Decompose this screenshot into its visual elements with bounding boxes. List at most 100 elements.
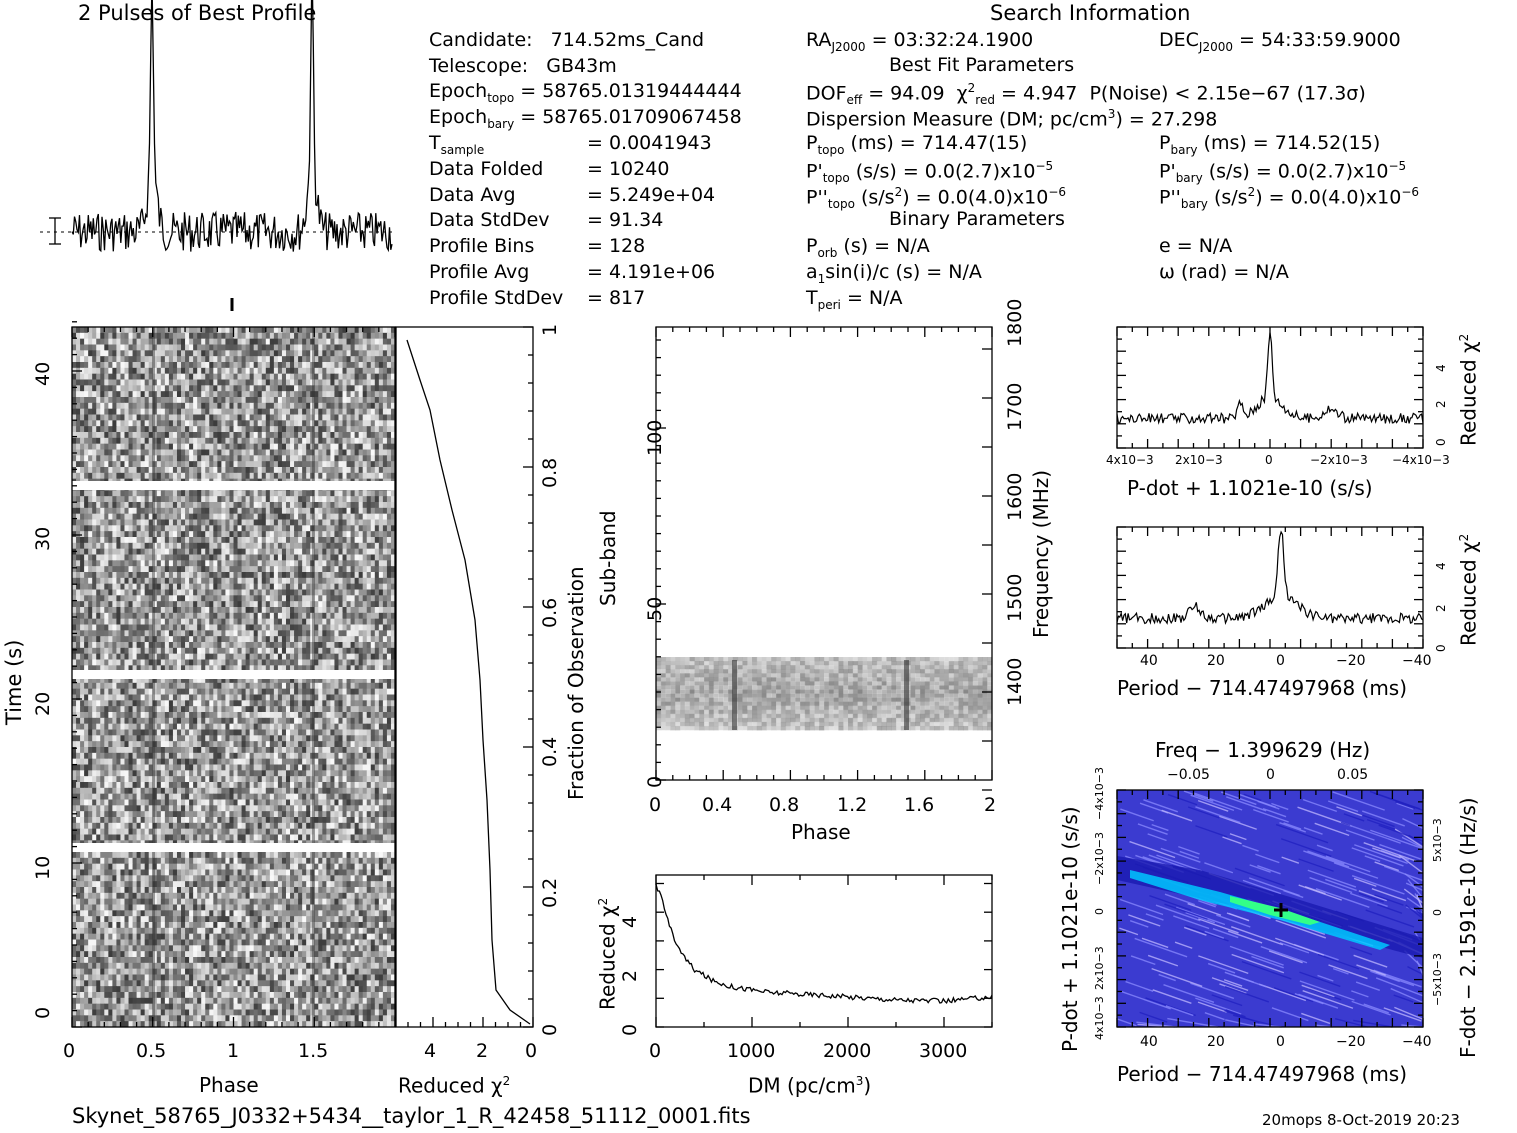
pixel xyxy=(136,531,142,538)
pixel xyxy=(233,642,239,649)
pixel xyxy=(92,502,97,509)
pixel xyxy=(108,537,113,544)
pixel xyxy=(265,344,271,351)
pixel xyxy=(322,513,327,520)
pixel xyxy=(298,367,303,375)
pixel xyxy=(302,496,307,503)
pixel xyxy=(112,507,117,515)
pixel xyxy=(84,420,89,427)
pixel xyxy=(346,461,352,468)
pixel xyxy=(225,467,230,474)
pixel xyxy=(334,373,339,380)
pixel xyxy=(322,507,327,515)
pixel xyxy=(80,397,85,404)
pixel xyxy=(176,537,182,544)
pixel xyxy=(269,636,275,643)
pixel xyxy=(136,449,142,456)
pixel xyxy=(338,350,344,357)
pixel xyxy=(136,338,142,345)
pixel xyxy=(181,659,186,666)
pixel xyxy=(100,682,105,690)
pixel xyxy=(229,682,234,690)
pixel xyxy=(229,577,234,585)
pixel xyxy=(104,356,109,363)
pixel xyxy=(132,636,138,643)
pixel xyxy=(104,426,109,433)
pixel xyxy=(205,542,210,550)
pixel xyxy=(306,356,311,363)
pixel xyxy=(217,467,222,474)
pixel xyxy=(201,350,206,357)
pixel xyxy=(241,420,247,427)
pixel xyxy=(80,502,85,509)
pixel xyxy=(172,537,178,544)
pixel xyxy=(382,437,388,445)
pixel xyxy=(108,519,113,526)
pixel xyxy=(338,467,344,474)
pixel xyxy=(225,379,230,386)
pixel xyxy=(168,542,174,550)
pixel xyxy=(205,525,210,532)
pixel xyxy=(128,502,134,509)
pixel xyxy=(92,426,97,433)
pixel xyxy=(72,577,77,585)
pixel xyxy=(80,432,85,439)
pixel xyxy=(148,362,154,369)
pixel xyxy=(148,624,154,631)
pixel xyxy=(314,426,319,433)
pixel xyxy=(229,467,234,474)
pixel xyxy=(241,338,247,345)
pixel xyxy=(378,449,384,456)
pixel xyxy=(176,437,182,445)
pixel xyxy=(237,507,243,515)
pixel xyxy=(112,531,117,538)
pixel xyxy=(302,449,307,456)
pixel xyxy=(285,665,291,672)
pixel xyxy=(148,391,154,398)
pixel xyxy=(185,647,190,655)
pixel xyxy=(273,531,279,538)
pixel xyxy=(156,472,162,480)
pixel xyxy=(168,408,174,415)
pixel xyxy=(112,653,117,660)
pixel xyxy=(285,577,291,585)
pixel xyxy=(164,612,170,620)
pixel xyxy=(318,327,323,334)
pixel xyxy=(84,601,89,608)
pixel xyxy=(374,647,380,655)
pixel xyxy=(221,653,226,660)
pixel xyxy=(233,373,239,380)
pixel xyxy=(354,653,360,660)
pixel xyxy=(366,560,372,567)
pixel xyxy=(104,513,109,520)
pixel xyxy=(176,630,182,637)
pixel xyxy=(201,682,206,690)
pixel xyxy=(249,525,255,532)
pixel xyxy=(382,665,388,672)
pixel xyxy=(201,414,206,421)
pixel xyxy=(140,589,146,596)
pixel xyxy=(217,653,222,660)
pixel xyxy=(281,402,287,410)
pixel xyxy=(213,455,218,462)
pixel xyxy=(265,490,271,497)
pixel xyxy=(285,659,291,666)
pixel xyxy=(189,338,194,345)
pixel xyxy=(338,677,344,684)
pixel xyxy=(269,420,275,427)
pixel xyxy=(116,402,121,410)
pixel xyxy=(181,548,186,555)
pixel xyxy=(120,385,125,392)
pixel xyxy=(318,507,323,515)
pixel xyxy=(92,647,97,655)
pixel xyxy=(257,437,263,445)
pixel xyxy=(374,531,380,538)
pixel xyxy=(112,677,117,684)
pixel xyxy=(241,577,247,585)
pixel xyxy=(390,560,396,567)
pixel xyxy=(193,595,198,602)
pixel xyxy=(277,589,283,596)
pixel xyxy=(225,647,230,655)
pixel xyxy=(298,548,303,555)
pixel xyxy=(96,455,101,462)
